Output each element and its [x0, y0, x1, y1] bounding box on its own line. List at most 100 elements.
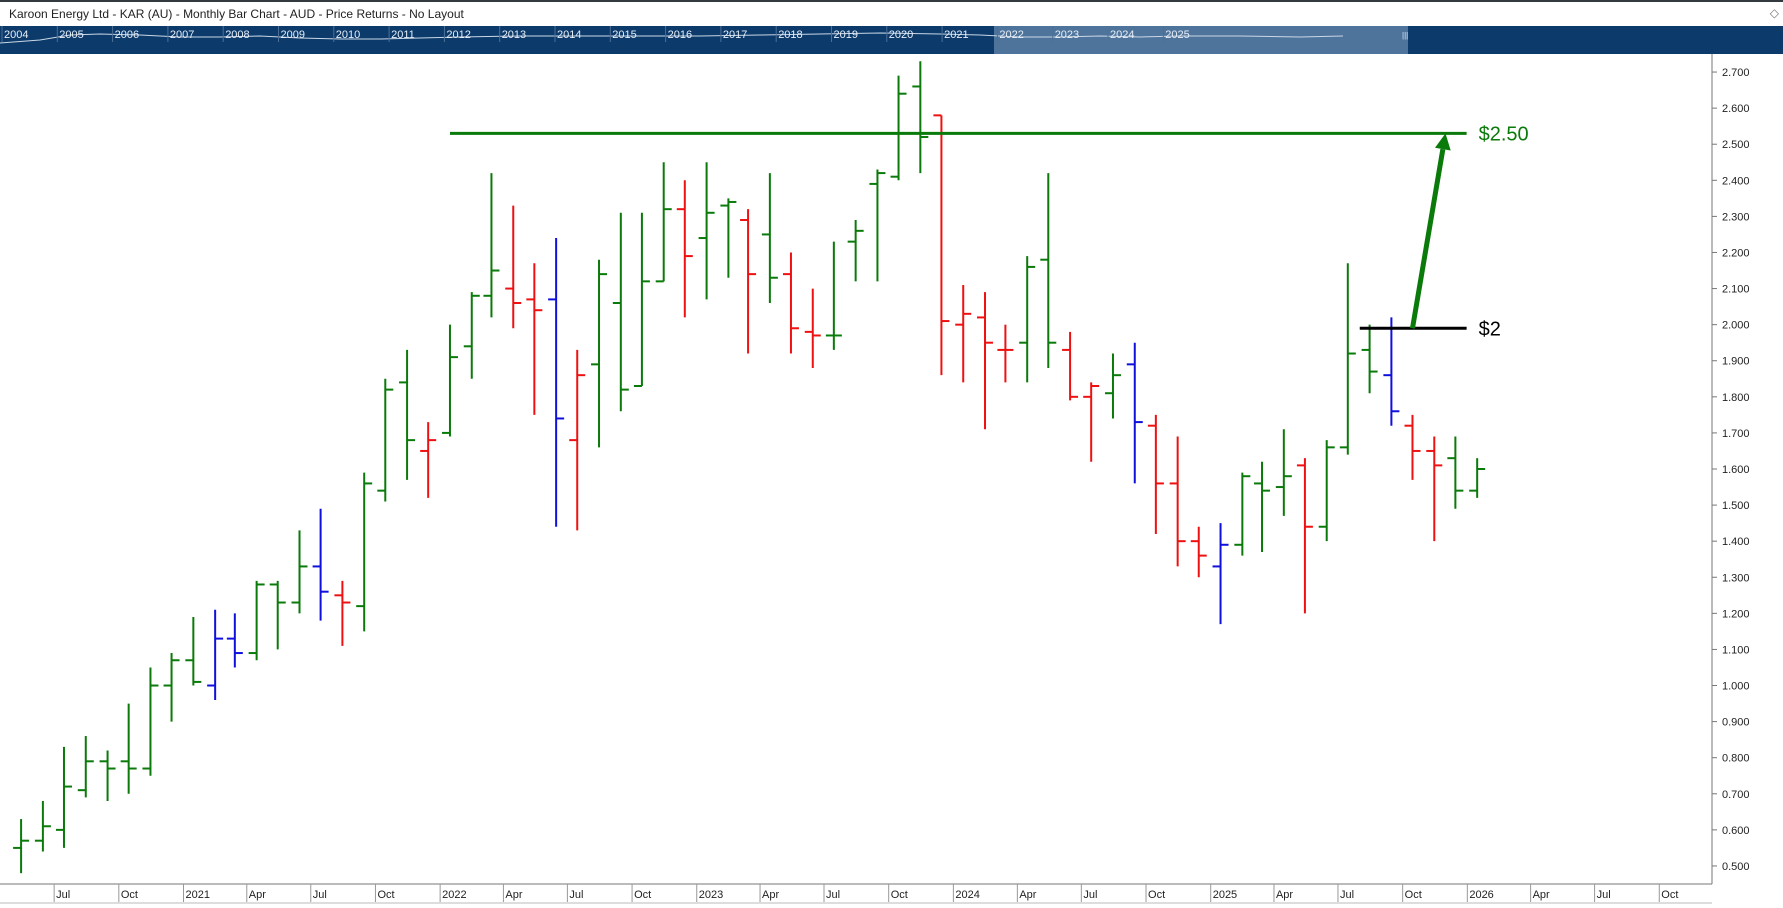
ohlc-bar: [1126, 342, 1143, 484]
ohlc-bar: [955, 284, 972, 383]
x-tick-label: 2026: [1469, 889, 1493, 901]
navigator-year-label[interactable]: 2004: [4, 29, 28, 41]
y-tick-label: 1.300: [1722, 572, 1750, 584]
x-tick-label: Jul: [826, 889, 840, 901]
x-tick-label: 2024: [955, 889, 979, 901]
ohlc-bar: [55, 746, 72, 848]
x-tick-label: Oct: [121, 889, 138, 901]
y-tick-label: 1.100: [1722, 644, 1750, 656]
navigator-year-label[interactable]: 2006: [115, 29, 139, 41]
time-navigator[interactable]: 2004 2005 2006 2007 2008 2009 2010 2011 2012 2013…: [0, 26, 1783, 54]
ohlc-bar: [463, 292, 480, 379]
x-tick-label: Oct: [634, 889, 651, 901]
ohlc-bar: [1019, 256, 1036, 383]
ohlc-bar: [1339, 263, 1356, 455]
ohlc-bar: [1296, 458, 1313, 614]
ohlc-bar: [633, 212, 650, 387]
y-tick-label: 1.700: [1722, 428, 1750, 440]
y-tick-label: 2.400: [1722, 175, 1750, 187]
ohlc-bar: [761, 173, 778, 303]
x-tick-label: Oct: [1661, 889, 1678, 901]
y-tick-label: 1.900: [1722, 356, 1750, 368]
ohlc-bar: [1234, 472, 1251, 556]
x-tick-label: Jul: [313, 889, 327, 901]
x-tick-label: 2023: [699, 889, 723, 901]
x-tick-label: Oct: [1405, 889, 1422, 901]
ohlc-bar: [1426, 436, 1443, 542]
y-tick-label: 2.200: [1722, 247, 1750, 259]
ohlc-bar: [1361, 324, 1378, 394]
ohlc-bar: [1447, 436, 1464, 509]
navigator-year-label[interactable]: 2007: [170, 29, 194, 41]
ohlc-bar: [1190, 526, 1207, 578]
navigator-year-label[interactable]: 2017: [723, 29, 747, 41]
ohlc-bar: [1212, 523, 1229, 625]
y-tick-label: 2.600: [1722, 103, 1750, 115]
ohlc-bar: [142, 667, 159, 776]
price-chart[interactable]: 0.500 0.600 0.700 0.800 0.900 1.000 1.100 1.200…: [0, 54, 1783, 908]
ohlc-bar: [676, 180, 693, 318]
y-tick-label: 2.300: [1722, 211, 1750, 223]
y-tick-label: 2.500: [1722, 139, 1750, 151]
x-tick-label: Apr: [249, 889, 266, 901]
navigator-year-label[interactable]: 2022: [999, 29, 1023, 41]
navigator-year-label[interactable]: 2014: [557, 29, 581, 41]
x-tick-label: 2021: [186, 889, 210, 901]
ohlc-bar: [163, 653, 180, 722]
navigator-handle[interactable]: |||: [1402, 31, 1408, 40]
ohlc-bar: [825, 241, 842, 350]
y-tick-label: 0.900: [1722, 717, 1750, 729]
navigator-year-label[interactable]: 2020: [889, 29, 913, 41]
ohlc-bar: [77, 736, 94, 798]
ohlc-bar: [997, 324, 1014, 383]
navigator-year-label[interactable]: 2008: [225, 29, 249, 41]
navigator-year-label[interactable]: 2016: [668, 29, 692, 41]
y-tick-label: 0.700: [1722, 789, 1750, 801]
ohlc-bar: [1254, 461, 1271, 552]
ohlc-bar: [291, 530, 308, 614]
navigator-selection-window[interactable]: [994, 26, 1408, 54]
ohlc-bar: [1383, 317, 1400, 426]
x-tick-label: Apr: [505, 889, 522, 901]
x-axis: Jul Oct 2021 Apr Jul Oct 2022 Apr Jul Oct 2023 Apr J…: [53, 884, 1678, 902]
x-tick-label: Apr: [1276, 889, 1293, 901]
navigator-year-label[interactable]: 2005: [59, 29, 83, 41]
navigator-year-label[interactable]: 2015: [612, 29, 636, 41]
y-tick-label: 1.000: [1722, 681, 1750, 693]
navigator-year-label[interactable]: 2013: [502, 29, 526, 41]
navigator-year-label[interactable]: 2010: [336, 29, 360, 41]
y-tick-label: 2.700: [1722, 67, 1750, 79]
ohlc-bar: [356, 472, 373, 632]
ohlc-bar: [399, 349, 416, 480]
navigator-year-label[interactable]: 2023: [1055, 29, 1079, 41]
x-tick-label: 2025: [1213, 889, 1237, 901]
ohlc-bar: [933, 114, 950, 376]
plot-area: [0, 54, 1712, 884]
ohlc-bar: [1169, 436, 1186, 567]
ohlc-bar: [912, 61, 929, 174]
navigator-year-label[interactable]: 2025: [1165, 29, 1189, 41]
diamond-outline-icon[interactable]: ◇: [1769, 6, 1779, 20]
navigator-year-label[interactable]: 2011: [391, 29, 415, 41]
navigator-year-label[interactable]: 2021: [944, 29, 968, 41]
ohlc-bars: [13, 61, 1486, 874]
level-label: $2.50: [1479, 123, 1529, 145]
y-tick-label: 0.600: [1722, 825, 1750, 837]
navigator-year-label[interactable]: 2012: [446, 29, 470, 41]
navigator-year-label[interactable]: 2018: [778, 29, 802, 41]
y-tick-label: 2.100: [1722, 284, 1750, 296]
target-arrow-shaft[interactable]: [1410, 148, 1446, 329]
level-label: $2: [1479, 318, 1501, 340]
navigator-year-label[interactable]: 2009: [281, 29, 305, 41]
y-tick-label: 0.800: [1722, 753, 1750, 765]
ohlc-bar: [1040, 173, 1057, 368]
ohlc-bar: [1147, 414, 1164, 534]
ohlc-bar: [548, 238, 565, 527]
ohlc-bar: [740, 209, 757, 354]
navigator-year-label[interactable]: 2024: [1110, 29, 1134, 41]
navigator-year-label[interactable]: 2019: [834, 29, 858, 41]
y-tick-label: 0.500: [1722, 861, 1750, 873]
y-tick-label: 2.000: [1722, 320, 1750, 332]
x-tick-label: Jul: [56, 889, 70, 901]
target-arrow-head: [1435, 133, 1451, 151]
